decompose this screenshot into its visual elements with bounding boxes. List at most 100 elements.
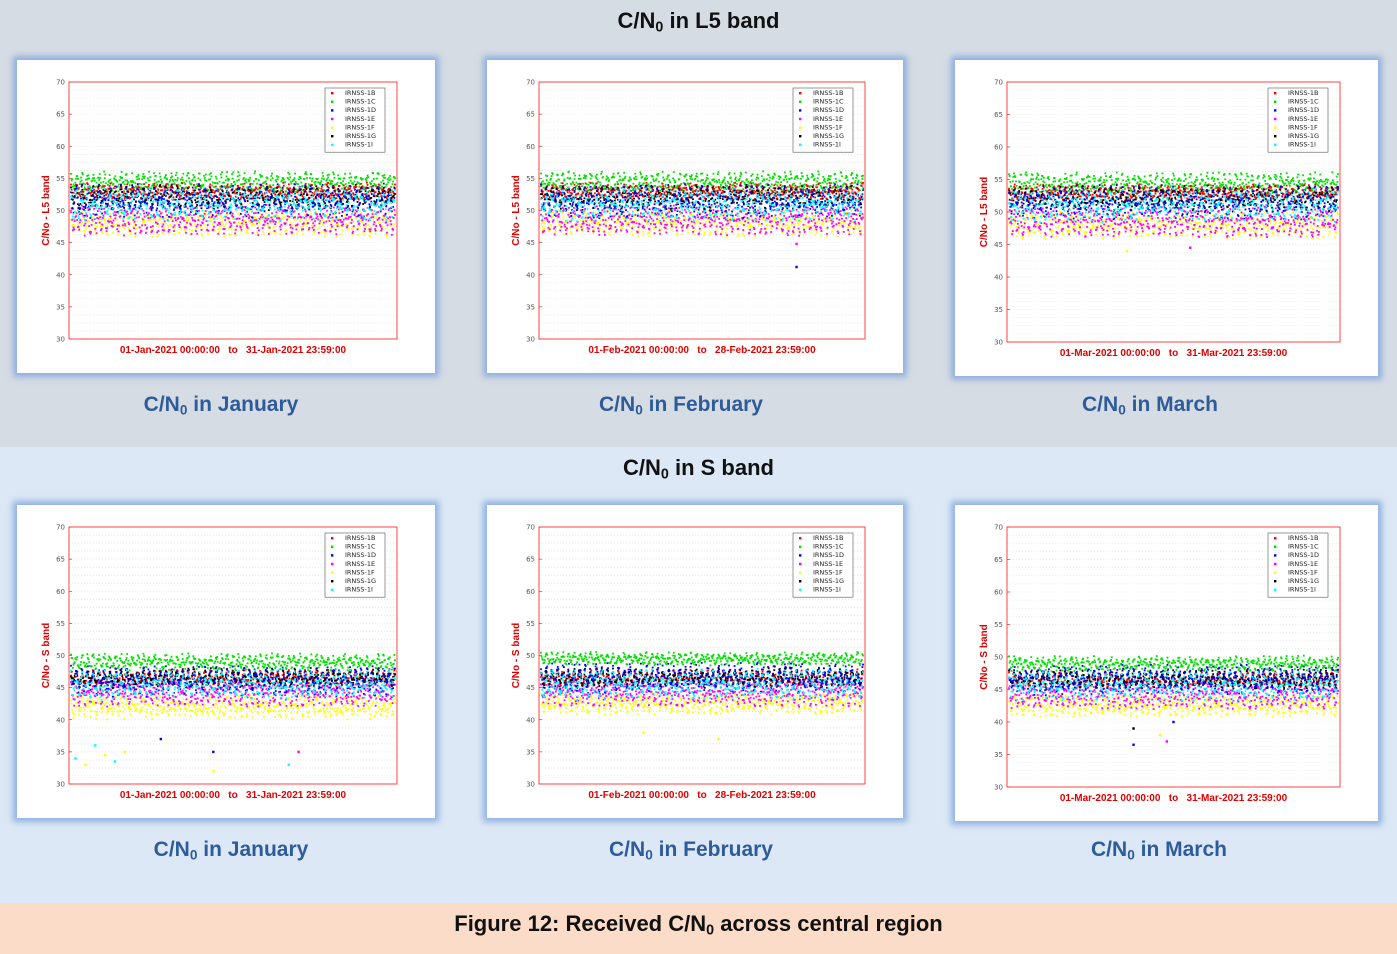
data-point [217, 232, 220, 235]
data-point [758, 192, 761, 194]
data-point [132, 196, 135, 199]
data-point [176, 223, 179, 225]
data-point [299, 176, 302, 179]
data-point [119, 188, 122, 191]
data-point [384, 208, 387, 211]
data-point [79, 202, 82, 205]
data-point [732, 184, 735, 186]
data-point [699, 180, 702, 183]
data-point [238, 214, 241, 217]
data-point [292, 178, 295, 181]
data-point [120, 206, 122, 209]
data-point [167, 226, 170, 229]
data-point [302, 207, 305, 210]
data-point [229, 184, 232, 187]
data-point [357, 197, 360, 200]
data-point [269, 184, 272, 187]
data-point [286, 201, 288, 204]
data-point [298, 214, 301, 217]
data-point [359, 190, 361, 193]
data-point [307, 204, 310, 207]
data-point [684, 175, 686, 178]
data-point [351, 205, 353, 208]
data-point [720, 184, 722, 186]
data-point [345, 188, 348, 191]
data-point [822, 175, 825, 178]
data-point [219, 199, 222, 202]
data-point [603, 188, 606, 190]
data-point [811, 189, 814, 191]
data-point [602, 176, 604, 179]
data-point [71, 218, 74, 221]
data-point [575, 226, 578, 229]
data-point [581, 194, 583, 197]
data-point [776, 191, 779, 193]
data-point [361, 215, 363, 218]
data-point [289, 226, 292, 229]
data-point [112, 223, 115, 225]
data-point [135, 192, 138, 195]
data-point [110, 187, 113, 190]
data-point [781, 189, 784, 192]
data-point [90, 180, 93, 183]
data-point [134, 182, 137, 185]
data-point [224, 186, 227, 188]
data-point [331, 194, 333, 197]
data-point [236, 191, 238, 194]
data-point [168, 215, 170, 218]
data-point [124, 195, 127, 198]
data-point [211, 184, 213, 187]
data-point [276, 217, 278, 219]
data-point [345, 207, 348, 210]
data-point [254, 215, 257, 218]
data-point [103, 207, 105, 210]
data-point [86, 183, 89, 186]
data-point [380, 203, 383, 205]
data-point [320, 180, 323, 183]
data-point [756, 183, 758, 186]
data-point [219, 200, 222, 203]
data-point [123, 197, 126, 200]
data-point [675, 185, 678, 188]
data-point [341, 197, 344, 200]
data-point [213, 191, 216, 194]
data-point [806, 177, 809, 179]
data-point [214, 211, 217, 214]
data-point [588, 181, 591, 184]
data-point [669, 181, 671, 183]
data-point [81, 184, 84, 187]
data-point [123, 190, 125, 193]
data-point [144, 203, 147, 206]
data-point [279, 206, 282, 209]
data-point [204, 210, 207, 212]
data-point [336, 181, 339, 184]
data-point [178, 190, 181, 193]
data-point [90, 189, 92, 191]
data-point [316, 203, 319, 206]
data-point [319, 204, 321, 207]
data-point [320, 191, 323, 194]
data-point [235, 218, 238, 221]
data-point [309, 190, 312, 193]
data-point [747, 194, 750, 196]
data-point [186, 200, 189, 203]
data-point [340, 198, 343, 200]
data-point [80, 224, 82, 227]
data-point [80, 179, 83, 182]
data-point [125, 185, 128, 188]
data-point [796, 177, 799, 180]
data-point [275, 211, 278, 214]
data-point [105, 230, 108, 232]
data-point [563, 222, 566, 224]
data-point [756, 173, 759, 176]
data-point [123, 209, 126, 212]
data-point [198, 188, 201, 191]
data-point [572, 216, 575, 219]
data-point [211, 181, 214, 184]
data-point [756, 188, 759, 191]
data-point [540, 172, 542, 175]
data-point [286, 209, 288, 212]
data-point [272, 227, 275, 230]
data-point [337, 174, 340, 177]
data-point [648, 231, 650, 234]
